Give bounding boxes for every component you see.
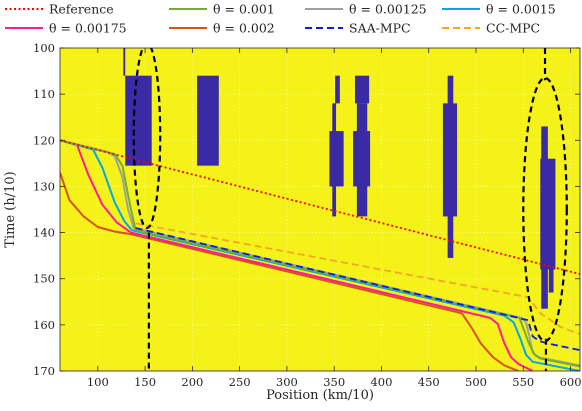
y-tick-label: 120 [33, 133, 55, 147]
obstacle [335, 75, 340, 104]
series-line [60, 139, 534, 371]
series-line [60, 139, 580, 368]
ellipse-layer [132, 48, 568, 371]
x-tick-label: 150 [134, 375, 156, 389]
obstacles [123, 48, 556, 309]
obstacle [125, 75, 152, 166]
series-layer [60, 139, 580, 371]
obstacle [548, 269, 554, 293]
x-tick-label: 400 [370, 375, 392, 389]
y-tick-label: 110 [33, 87, 55, 101]
legend-label: θ = 0.0015 [486, 2, 556, 17]
legend-label: θ = 0.00125 [349, 2, 427, 17]
obstacle [354, 75, 370, 104]
legend-label: CC-MPC [486, 21, 540, 36]
y-tick-label: 130 [33, 179, 55, 193]
y-tick-label: 100 [33, 41, 55, 55]
x-axis-label: Position (km/10) [266, 388, 374, 403]
obstacle [353, 131, 371, 187]
plot-frame [59, 47, 581, 372]
obstacle [442, 103, 458, 217]
y-tick-label: 140 [33, 226, 55, 240]
y-tick-label: 150 [33, 272, 55, 286]
obstacle [123, 48, 126, 76]
y-tick-label: 170 [33, 364, 55, 378]
x-tick-label: 550 [512, 375, 534, 389]
series-line [60, 139, 580, 275]
ticks: 100 150 200 250 300 350 400 450 500 550 600 100 110 1… [33, 41, 581, 389]
highlight-ellipse [522, 76, 568, 343]
legend-label: SAA-MPC [349, 21, 411, 36]
plot-area [59, 47, 581, 372]
legend-label: θ = 0.001 [213, 2, 275, 17]
x-tick-label: 450 [418, 375, 440, 389]
x-tick-label: 600 [560, 375, 582, 389]
series-line [135, 227, 580, 352]
legend-label: Reference [49, 2, 114, 17]
x-tick-label: 350 [323, 375, 345, 389]
obstacle [540, 158, 556, 270]
obstacle [329, 131, 344, 187]
y-axis-label: Time (h/10) [3, 171, 18, 247]
series-line [135, 222, 580, 335]
legend: Reference θ = 0.001 θ = 0.00125 θ = 0.0015 θ… [5, 2, 556, 36]
legend-label: θ = 0.00175 [49, 21, 127, 36]
legend-label: θ = 0.002 [213, 21, 275, 36]
x-tick-label: 250 [229, 375, 251, 389]
x-tick-label: 300 [276, 375, 298, 389]
y-tick-label: 160 [33, 318, 55, 332]
x-tick-label: 200 [181, 375, 203, 389]
x-tick-label: 100 [87, 375, 109, 389]
series-line [60, 172, 519, 371]
highlight-ellipse [132, 48, 162, 230]
x-tick-label: 500 [465, 375, 487, 389]
obstacle [197, 75, 219, 166]
